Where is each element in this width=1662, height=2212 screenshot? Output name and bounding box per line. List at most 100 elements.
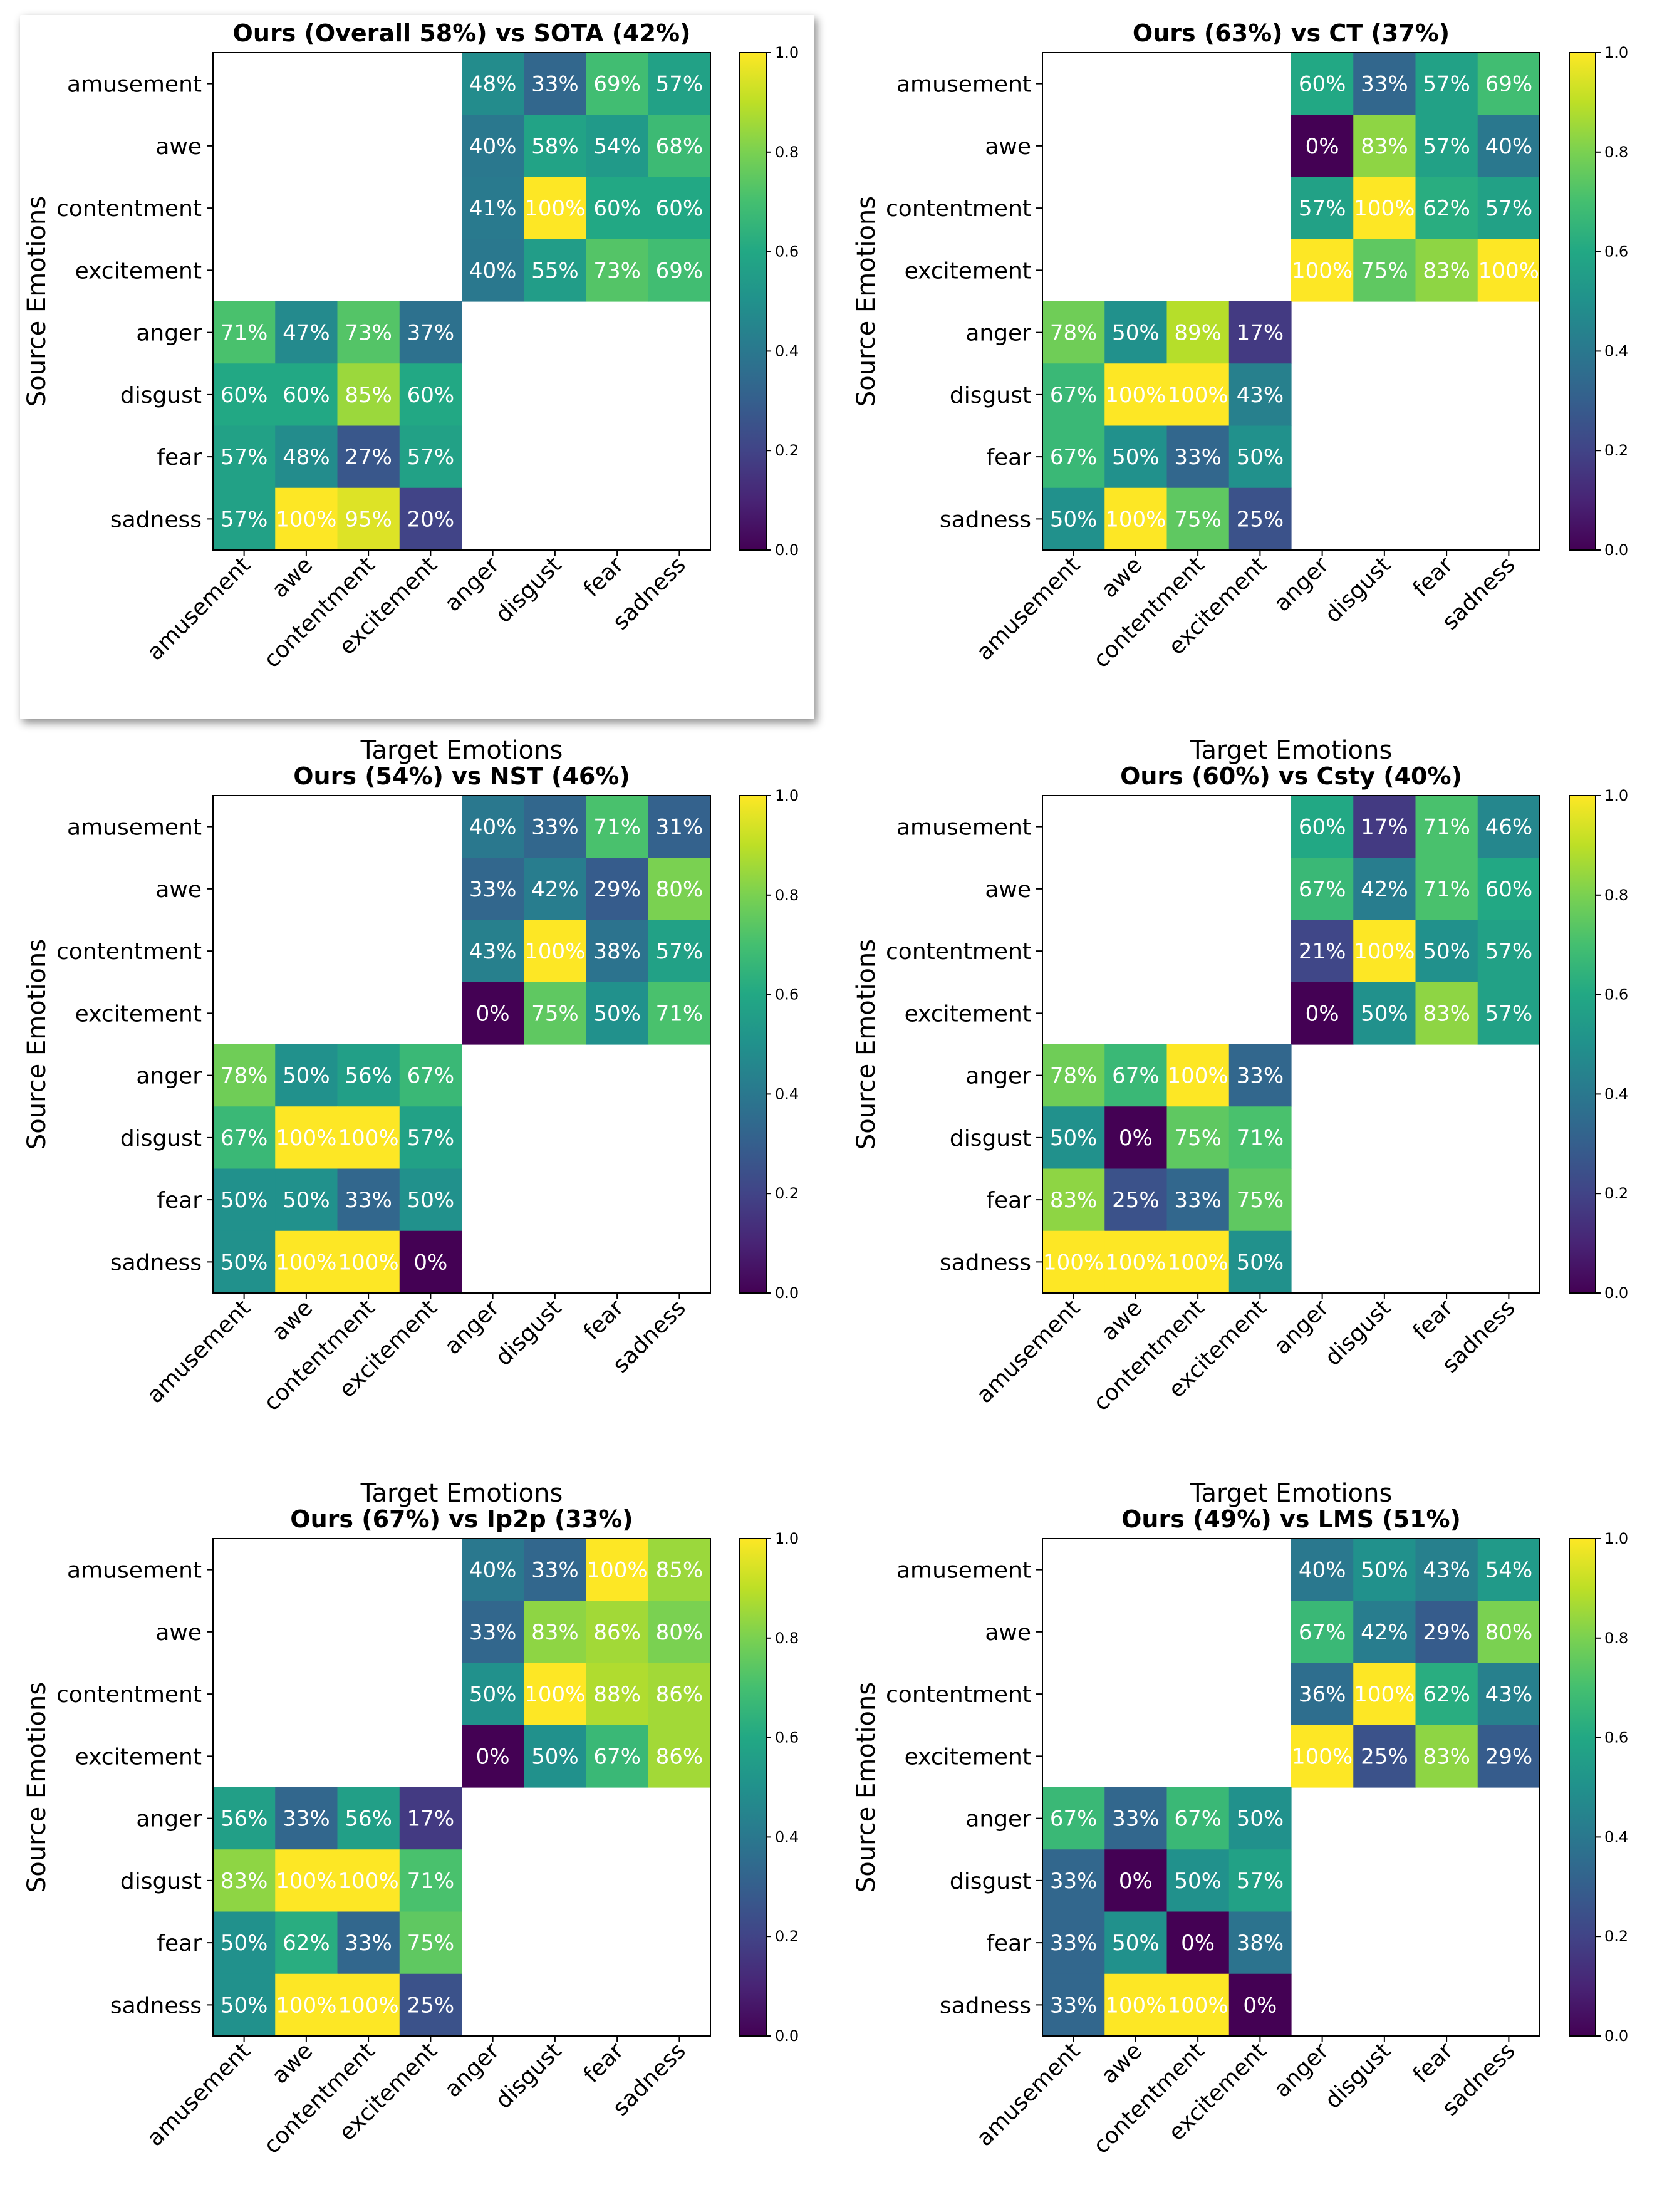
cell-value-label: 86% [656, 1744, 704, 1769]
y-tick-label: anger [136, 1064, 202, 1089]
cell-value-label: 100% [524, 939, 585, 964]
cell-value-label: 83% [221, 1869, 268, 1894]
colorbar-tick-label: 0.8 [1604, 1629, 1628, 1647]
cell-value-label: 50% [407, 1188, 455, 1213]
heatmap-cell [213, 425, 276, 489]
plot-frame [1042, 52, 1540, 551]
heatmap-cell [399, 1106, 462, 1170]
cell-value-label: 33% [1050, 1931, 1098, 1956]
colorbar-tick-label: 1.0 [775, 787, 799, 804]
y-tick-label: sadness [110, 507, 202, 532]
cell-value-label: 67% [593, 1744, 641, 1769]
heatmap-cell [524, 796, 587, 858]
cell-value-label: 29% [1423, 1620, 1470, 1645]
cell-value-label: 100% [338, 1250, 399, 1275]
heatmap-cell [586, 177, 649, 240]
heatmap-cell [213, 1911, 276, 1975]
heatmap-cell [648, 53, 711, 115]
cell-value-label: 0% [476, 1744, 510, 1769]
heatmap-panel-1: Ours (Overall 58%) vs SOTA (42%) 48% 33% 69… [23, 19, 799, 765]
x-tick-label: disgust [491, 1295, 566, 1371]
cell-value-label: 83% [531, 1620, 579, 1645]
cell-value-label: 75% [1174, 1126, 1222, 1151]
heatmap-cell [1042, 1973, 1105, 2037]
cell-value-label: 73% [593, 258, 641, 283]
y-tick-label: anger [965, 1807, 1031, 1832]
heatmap-cell [1477, 115, 1540, 178]
heatmap-cell [337, 1787, 400, 1850]
heatmap-cell [1353, 796, 1416, 858]
cell-value-label: 100% [1168, 1250, 1228, 1275]
y-tick-label: sadness [940, 507, 1031, 532]
heatmap-cell [399, 425, 462, 489]
cell-value-label: 69% [1485, 72, 1533, 97]
cell-value-label: 71% [407, 1869, 455, 1894]
cell-value-label: 50% [1237, 1807, 1284, 1832]
cell-value-label: 71% [221, 321, 268, 346]
heatmap-cell [1353, 239, 1416, 302]
cell-value-label: 33% [283, 1807, 330, 1832]
heatmap-cell [1353, 1539, 1416, 1601]
heatmap-cell [1042, 1168, 1105, 1232]
cell-value-label: 57% [1485, 196, 1533, 221]
colorbar-tick-label: 1.0 [1604, 1530, 1628, 1547]
colorbar-tick-label: 0.8 [1604, 143, 1628, 161]
heatmap-cell [1228, 363, 1292, 427]
heatmap-cell [524, 115, 587, 178]
y-tick-label: disgust [120, 1126, 202, 1151]
colorbar-tick-label: 0.2 [775, 442, 799, 459]
heatmap-cell [1477, 1539, 1540, 1601]
y-tick-label: anger [965, 1064, 1031, 1089]
colorbar-tick-label: 0.4 [775, 342, 799, 360]
heatmap-cell [1415, 796, 1478, 858]
chart-title: Ours (60%) vs Csty (40%) [1120, 762, 1462, 790]
x-axis-label: Target Emotions [1190, 736, 1393, 765]
cell-value-label: 73% [345, 321, 392, 346]
heatmap-cell [462, 982, 524, 1045]
x-axis-label: Target Emotions [360, 1479, 563, 1508]
cell-value-label: 20% [407, 507, 455, 532]
heatmap-cell [1166, 1849, 1230, 1913]
heatmap-cell [1415, 1725, 1478, 1788]
heatmap-cell [1415, 1663, 1478, 1726]
colorbar-tick-label: 0.2 [1604, 1928, 1628, 1945]
cell-value-label: 40% [469, 815, 517, 840]
cell-value-label: 42% [1361, 877, 1408, 902]
cell-value-label: 78% [221, 1064, 268, 1089]
colorbar-tick-label: 0.0 [775, 2027, 799, 2045]
x-tick-label: awe [1096, 1295, 1147, 1346]
x-tick-label: amusement [972, 1295, 1085, 1408]
heatmap-cell [524, 53, 587, 115]
cell-value-label: 50% [283, 1064, 330, 1089]
chart-title: Ours (67%) vs Ip2p (33%) [290, 1505, 633, 1533]
x-tick-label: awe [267, 552, 318, 603]
cell-value-label: 33% [345, 1188, 392, 1213]
x-tick-label: amusement [142, 2038, 256, 2151]
cell-value-label: 33% [1050, 1993, 1098, 2018]
y-tick-label: anger [965, 321, 1031, 346]
heatmap-cell [1228, 1787, 1292, 1850]
heatmap-cell [524, 239, 587, 302]
cell-value-label: 71% [656, 1001, 704, 1026]
y-tick-label: fear [157, 1188, 202, 1213]
y-tick-label: sadness [110, 1250, 202, 1275]
colorbar-tick-label: 0.6 [775, 986, 799, 1004]
heatmap-cell [1104, 1106, 1168, 1170]
cell-value-label: 67% [1299, 1620, 1346, 1645]
cell-value-label: 31% [656, 815, 704, 840]
heatmap-cell [399, 487, 462, 551]
x-tick-label: awe [1096, 2038, 1147, 2089]
cell-value-label: 85% [656, 1558, 704, 1583]
cell-value-label: 57% [1423, 134, 1470, 159]
cell-value-label: 50% [469, 1682, 517, 1707]
x-axis-label: Target Emotions [1190, 1479, 1393, 1508]
y-tick-label: excitement [905, 1001, 1031, 1027]
x-tick-label: disgust [491, 2038, 566, 2114]
colorbar [739, 1538, 767, 2037]
x-tick-label: fear [579, 1295, 629, 1345]
cell-value-label: 0% [1181, 1931, 1215, 1956]
heatmap-cell [1228, 1044, 1292, 1107]
heatmap-cell [648, 177, 711, 240]
heatmap-cell [648, 796, 711, 858]
heatmap-cell [1477, 796, 1540, 858]
